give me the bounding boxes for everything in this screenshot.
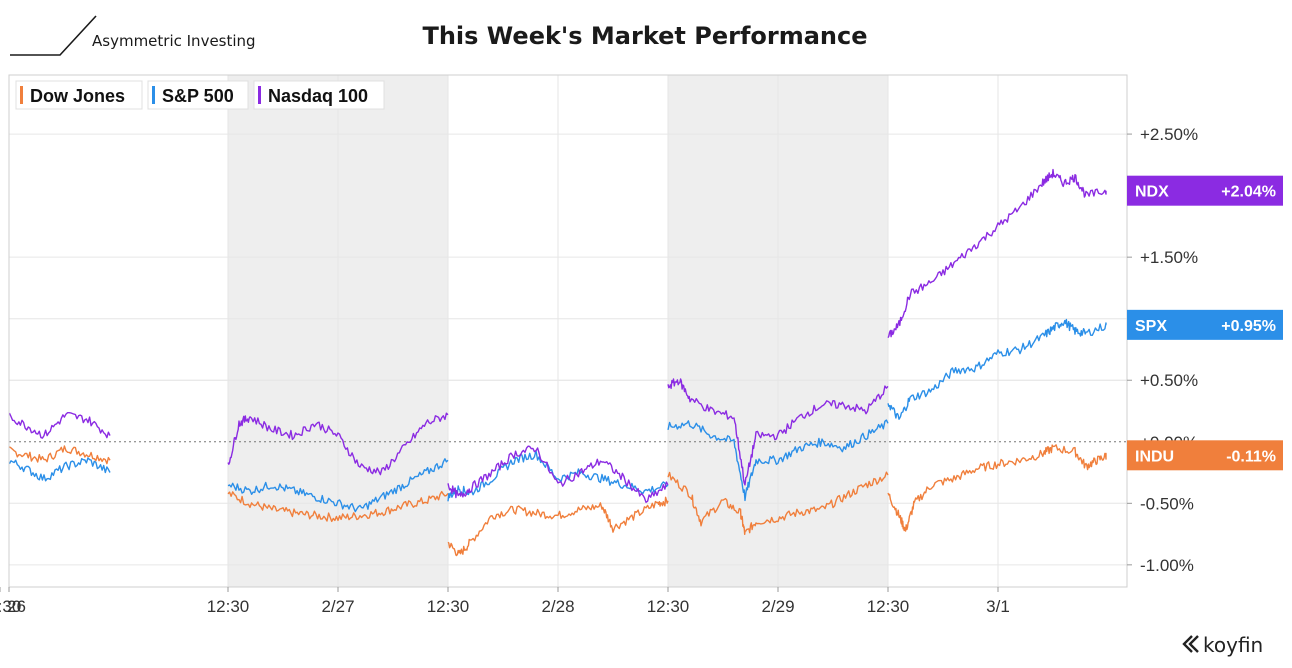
last-value-tag-ndx: NDX +2.04% [1127,175,1283,206]
legend-label: Nasdaq 100 [268,86,368,106]
series-line-indu-3-1 [887,444,1107,532]
tag-symbol: SPX [1135,318,1167,335]
legend-label: S&P 500 [162,86,234,106]
series-ndx [8,168,1107,503]
series-line-ndx-2-27 [227,412,449,476]
brand-name: Asymmetric Investing [92,32,256,50]
series-line-spx-2-26 [8,457,111,482]
x-tick-label: 12:30 [647,597,690,616]
series-line-spx-2-29 [667,419,889,502]
legend-box [253,80,385,110]
tag-value: +2.04% [1221,184,1276,201]
legend[interactable]: Dow Jones S&P 500 Nasdaq 100 [15,80,385,110]
series-line-ndx-2-26 [8,412,111,439]
x-tick-label: 3/1 [986,597,1010,616]
y-tick-label: +1.50% [1140,248,1198,267]
legend-item-spx[interactable]: S&P 500 [147,80,249,110]
series-spx [8,318,1107,513]
chart-title: This Week's Market Performance [422,22,867,50]
koyfin-watermark: koyfin [1182,633,1263,657]
plot-border [8,74,1128,588]
series-line-indu-2-27 [227,490,449,523]
series-lines [8,168,1107,557]
last-value-tags: NDX +2.04% SPX +0.95% INDU -0.11% [1127,175,1283,471]
legend-label: Dow Jones [30,86,125,106]
logo-mark-icon [10,15,97,56]
koyfin-logo-icon [1182,635,1199,653]
tag-background [1127,440,1283,471]
y-tick-label: -0.50% [1140,494,1194,513]
series-line-spx-2-27 [227,458,449,513]
tag-background [1127,175,1283,206]
series-line-indu-2-28 [447,496,669,557]
legend-swatch [20,86,23,104]
x-tick-label: 12:30 [867,597,910,616]
tag-symbol: INDU [1135,448,1174,465]
legend-swatch [152,86,155,104]
legend-item-ndx[interactable]: Nasdaq 100 [253,80,385,110]
tag-value: -0.11% [1226,448,1276,465]
y-tick-label: +2.50% [1140,125,1198,144]
x-tick-label: 2/27 [321,597,354,616]
legend-item-indu[interactable]: Dow Jones [15,80,143,110]
gridlines [9,75,1127,587]
series-line-indu-2-29 [667,471,889,535]
last-value-tag-indu: INDU -0.11% [1127,440,1283,471]
x-tick-label: 12:30 [0,597,21,616]
x-tick-label: 12:30 [427,597,470,616]
brand-logo: Asymmetric Investing [10,15,256,56]
tag-background [1127,309,1283,340]
x-tick-label: 2/28 [541,597,574,616]
y-tick-label: +0.50% [1140,371,1198,390]
tag-value: +0.95% [1221,318,1276,335]
x-axis: 2612:302/2712:302/2812:302/2912:303/112:… [0,587,1010,616]
series-line-ndx-2-29 [667,378,889,486]
x-tick-label: 12:30 [207,597,250,616]
series-line-spx-3-1 [887,318,1107,420]
legend-box [147,80,249,110]
koyfin-text: koyfin [1203,633,1263,657]
series-line-indu-2-26 [9,445,111,465]
tag-symbol: NDX [1135,184,1169,201]
series-indu [9,444,1107,557]
last-value-tag-spx: SPX +0.95% [1127,309,1283,340]
x-tick-label: 2/29 [761,597,794,616]
x-tick-label: 26 [7,597,26,616]
legend-box [15,80,143,110]
series-line-ndx-2-28 [447,445,669,503]
series-line-ndx-3-1 [887,168,1107,339]
y-tick-label: -1.00% [1140,556,1194,575]
legend-swatch [258,86,261,104]
